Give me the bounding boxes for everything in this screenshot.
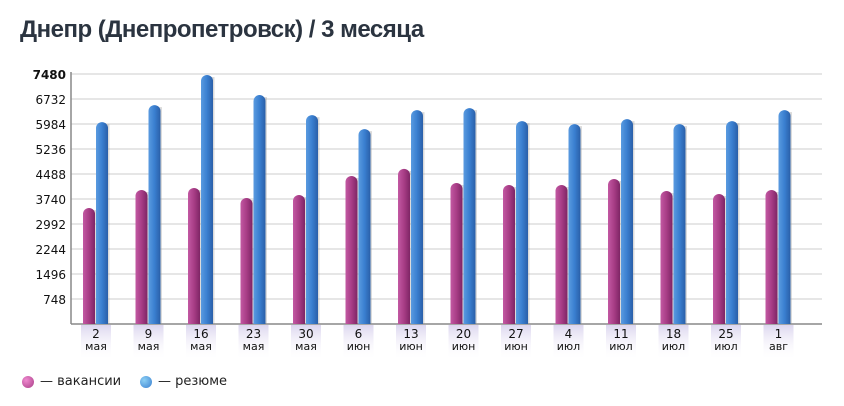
page-title: Днепр (Днепропетровск) / 3 месяца: [20, 16, 424, 43]
x-tick-day: 25: [718, 327, 733, 341]
x-label-bg: [186, 325, 216, 361]
x-label-bg: [553, 325, 584, 361]
bar-vacancies-body: [450, 190, 463, 324]
legend-resumes: — резюме: [140, 374, 227, 389]
x-tick-day: 13: [403, 327, 418, 341]
x-label-bg: [343, 325, 374, 361]
x-label-bg: [291, 325, 321, 361]
x-tick-month: июл: [609, 340, 632, 353]
x-tick-month: июн: [347, 340, 371, 353]
x-tick-day: 1: [775, 327, 783, 341]
y-tick-label: 2992: [35, 218, 66, 232]
x-tick-day: 18: [666, 327, 681, 341]
x-tick-month: мая: [243, 340, 265, 353]
bar-resumes-body: [253, 103, 266, 324]
bar-resumes-body: [148, 113, 161, 324]
bar-vacancies-body: [660, 198, 673, 324]
bar-resumes-body: [726, 129, 738, 324]
x-tick-month: июн: [452, 340, 476, 353]
bar-resumes-body: [201, 83, 213, 324]
x-tick-day: 4: [565, 327, 573, 341]
bar-vacancies-body: [188, 195, 200, 324]
x-tick-day: 9: [145, 327, 153, 341]
legend-label: — вакансии: [40, 374, 122, 389]
x-label-bg: [763, 325, 794, 361]
bar-resumes-body: [96, 130, 108, 324]
x-label-bg: [238, 325, 269, 361]
y-tick-label: 4488: [35, 168, 66, 182]
x-tick-day: 11: [613, 327, 628, 341]
x-label-bg: [711, 325, 741, 361]
x-tick-day: 30: [298, 327, 313, 341]
bar-resumes-body: [568, 132, 581, 324]
x-tick-month: июн: [504, 340, 528, 353]
x-tick-month: июл: [662, 340, 685, 353]
bar-resumes-body: [411, 118, 423, 325]
legend-vacancies: — вакансии: [22, 374, 121, 389]
bar-vacancies-body: [608, 186, 620, 324]
x-tick-month: мая: [190, 340, 212, 353]
y-tick-label: 1496: [35, 268, 66, 282]
bar-vacancies-body: [240, 205, 253, 324]
x-tick-month: июл: [557, 340, 580, 353]
x-label-bg: [448, 325, 479, 361]
bar-resumes-body: [516, 129, 528, 324]
x-tick-day: 23: [246, 327, 261, 341]
x-label-bg: [133, 325, 164, 361]
bar-vacancies-body: [293, 202, 305, 324]
y-tick-label: 5984: [35, 118, 66, 132]
bar-vacancies-body: [135, 197, 148, 324]
y-tick-label: 7480: [33, 68, 66, 82]
bar-vacancies-body: [398, 176, 410, 324]
x-tick-month: мая: [138, 340, 160, 353]
x-tick-day: 6: [355, 327, 363, 341]
y-tick-label: 748: [43, 293, 66, 307]
bar-vacancies-body: [555, 192, 568, 324]
bar-resumes-body: [673, 132, 686, 324]
y-tick-label: 5236: [35, 143, 66, 157]
bar-resumes-body: [778, 118, 791, 325]
bar-vacancies-body: [83, 216, 95, 324]
bar-vacancies-body: [503, 192, 515, 324]
x-tick-month: авг: [769, 340, 788, 353]
x-label-bg: [81, 325, 111, 361]
y-tick-label: 6732: [35, 93, 66, 107]
bar-vacancies-body: [345, 183, 358, 324]
bar-vacancies-body: [713, 201, 725, 324]
x-tick-month: июн: [399, 340, 423, 353]
legend-label: — резюме: [158, 374, 228, 389]
x-tick-month: мая: [295, 340, 317, 353]
x-tick-month: мая: [85, 340, 107, 353]
x-label-bg: [501, 325, 531, 361]
x-tick-day: 16: [193, 327, 208, 341]
bar-chart: 7481496224429923740448852365984673274802…: [33, 68, 822, 361]
x-label-bg: [396, 325, 426, 361]
bar-resumes-body: [621, 127, 633, 324]
resumes-dot-icon: [140, 375, 152, 388]
bar-resumes-body: [306, 123, 318, 325]
x-tick-day: 2: [92, 327, 100, 341]
x-tick-day: 27: [508, 327, 523, 341]
bar-resumes-body: [358, 137, 371, 324]
bar-vacancies-body: [765, 197, 778, 324]
vacancies-dot-icon: [22, 375, 34, 388]
bar-resumes-body: [463, 116, 476, 324]
y-tick-label: 3740: [35, 193, 66, 207]
x-tick-month: июл: [714, 340, 737, 353]
x-label-bg: [658, 325, 689, 361]
x-tick-day: 20: [456, 327, 471, 341]
y-tick-label: 2244: [35, 243, 66, 257]
x-label-bg: [606, 325, 636, 361]
